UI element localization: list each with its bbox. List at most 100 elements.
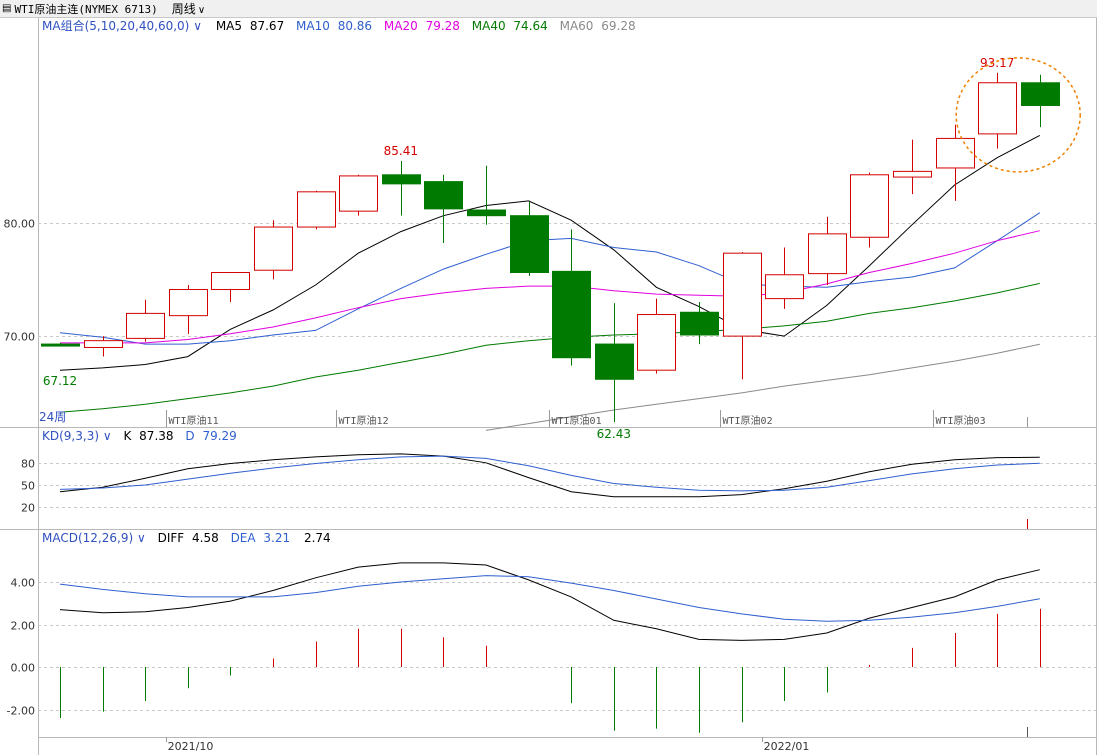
kd-legend-chevron-down-icon[interactable]: ∨ bbox=[103, 429, 112, 443]
macd-tick-label: 0.00 bbox=[11, 662, 36, 675]
price-tick-label: 80.00 bbox=[4, 218, 36, 231]
legend-d-name: D bbox=[185, 429, 194, 443]
candle-up bbox=[978, 72, 1017, 149]
price-y-axis: 70.00 80.00 bbox=[4, 218, 36, 344]
ma-legend-label[interactable]: MA组合(5,10,20,40,60,0) bbox=[42, 18, 189, 33]
time-axis-label: 2021/10 bbox=[168, 740, 214, 753]
price-candlesticks bbox=[41, 72, 1060, 423]
period-selector[interactable]: 周线 ∨ bbox=[172, 0, 205, 17]
candle-body bbox=[808, 233, 847, 275]
kd-gridlines bbox=[38, 463, 1096, 508]
legend-ma60-name: MA60 bbox=[560, 19, 594, 33]
candle-up bbox=[126, 299, 165, 342]
candle-up bbox=[169, 284, 208, 334]
period-label: 周线 bbox=[171, 2, 196, 16]
chevron-down-icon: ∨ bbox=[197, 5, 206, 16]
legend-k-name: K bbox=[123, 429, 132, 443]
legend-ma10-name: MA10 bbox=[296, 19, 330, 33]
candle-body bbox=[510, 215, 549, 273]
candle-down bbox=[382, 161, 421, 216]
kd-tick-label: 80 bbox=[21, 458, 35, 471]
candle-up bbox=[808, 216, 847, 285]
month-marker-label: WTI原油01 bbox=[552, 414, 602, 427]
candle-up bbox=[723, 252, 762, 380]
candle-up bbox=[637, 298, 676, 374]
pin-icon[interactable]: ▤ bbox=[2, 3, 12, 14]
candle-down bbox=[467, 165, 506, 225]
macd-legend: MACD(12,26,9) ∨ DIFF 4.58 DEA 3.21 2.74 bbox=[42, 531, 331, 545]
kd-line-k bbox=[59, 453, 1040, 498]
candle-body bbox=[850, 174, 889, 238]
candle-down bbox=[424, 174, 463, 243]
candle-up bbox=[297, 190, 336, 230]
legend-k-value: 87.38 bbox=[139, 429, 173, 443]
candle-body bbox=[723, 252, 762, 337]
chart-title-bar: ▤ WTI原油主连(NYMEX 6713) 周线 ∨ bbox=[0, 0, 1097, 18]
price-tick-label: 70.00 bbox=[4, 331, 36, 344]
month-marker-label: WTI原油11 bbox=[169, 414, 219, 427]
candle-down bbox=[552, 229, 591, 366]
candle-body bbox=[424, 181, 463, 210]
candle-down bbox=[595, 303, 634, 423]
legend-macd-value: 2.74 bbox=[304, 531, 331, 545]
candle-up bbox=[254, 220, 293, 280]
candle-body bbox=[595, 343, 634, 380]
candle-down bbox=[510, 202, 549, 276]
kd-legend: KD(9,3,3) ∨ K 87.38 D 79.29 bbox=[42, 429, 237, 443]
candle-body bbox=[978, 82, 1017, 135]
candle-body bbox=[467, 209, 506, 217]
macd-tick-label: -2.00 bbox=[7, 705, 35, 718]
kd-tick-label: 20 bbox=[21, 502, 35, 515]
candle-body bbox=[339, 175, 378, 212]
legend-ma5-value: 87.67 bbox=[250, 19, 284, 33]
legend-diff-value: 4.58 bbox=[192, 531, 219, 545]
legend-diff-name: DIFF bbox=[158, 531, 185, 545]
candle-body bbox=[126, 312, 165, 339]
symbol-name: WTI原油主连(NYMEX 6713) bbox=[14, 2, 158, 16]
macd-tick-label: 4.00 bbox=[11, 577, 36, 590]
month-marker-label: WTI原油03 bbox=[936, 414, 986, 427]
macd-lines bbox=[59, 562, 1040, 737]
price-moving-averages bbox=[59, 134, 1041, 431]
legend-dea-value: 3.21 bbox=[263, 531, 290, 545]
macd-histogram bbox=[60, 608, 1041, 733]
kd-tick-label: 50 bbox=[21, 480, 35, 493]
month-marker-label: WTI原油02 bbox=[723, 414, 773, 427]
candle-body bbox=[211, 271, 250, 291]
candle-body bbox=[680, 311, 719, 336]
price-legend: MA组合(5,10,20,40,60,0) ∨ MA5 87.67 MA10 8… bbox=[42, 18, 636, 33]
candle-body bbox=[254, 226, 293, 271]
candle-up bbox=[936, 124, 975, 201]
macd-line-diff bbox=[59, 562, 1040, 641]
price-extreme-label: 85.41 bbox=[384, 144, 418, 158]
ma-line-ma10 bbox=[59, 212, 1041, 345]
month-marker-label: WTI原油12 bbox=[339, 414, 389, 427]
legend-ma40-name: MA40 bbox=[472, 19, 506, 33]
ma-line-ma40 bbox=[59, 282, 1040, 413]
macd-legend-label[interactable]: MACD(12,26,9) bbox=[42, 531, 133, 545]
macd-y-axis: -2.00 0.00 2.00 4.00 bbox=[7, 577, 35, 718]
candle-body bbox=[382, 174, 421, 185]
ma-line-ma20 bbox=[60, 230, 1040, 344]
contract-month-markers: WTI原油11 WTI原油12 WTI原油01 WTI原油02 WTI原油03 bbox=[166, 410, 1028, 427]
candle-up bbox=[893, 139, 932, 195]
candle-up bbox=[339, 174, 378, 216]
candle-body bbox=[637, 314, 676, 371]
kd-y-axis: 20 50 80 bbox=[21, 458, 35, 515]
candle-body bbox=[297, 191, 336, 228]
candle-body bbox=[169, 289, 208, 317]
candle-up bbox=[84, 336, 123, 357]
candle-up bbox=[765, 247, 804, 309]
price-extreme-label: 62.43 bbox=[597, 427, 631, 441]
legend-d-value: 79.29 bbox=[202, 429, 236, 443]
candle-body bbox=[893, 170, 932, 178]
macd-legend-chevron-down-icon[interactable]: ∨ bbox=[137, 531, 146, 545]
legend-chevron-down-icon[interactable]: ∨ bbox=[193, 19, 202, 33]
candle-body bbox=[765, 274, 804, 300]
legend-ma20-name: MA20 bbox=[384, 19, 418, 33]
candle-body bbox=[84, 340, 123, 348]
candle-body bbox=[936, 137, 975, 169]
price-extreme-label: 67.12 bbox=[43, 374, 77, 388]
candle-down bbox=[680, 302, 719, 345]
kd-legend-label[interactable]: KD(9,3,3) bbox=[42, 429, 99, 443]
